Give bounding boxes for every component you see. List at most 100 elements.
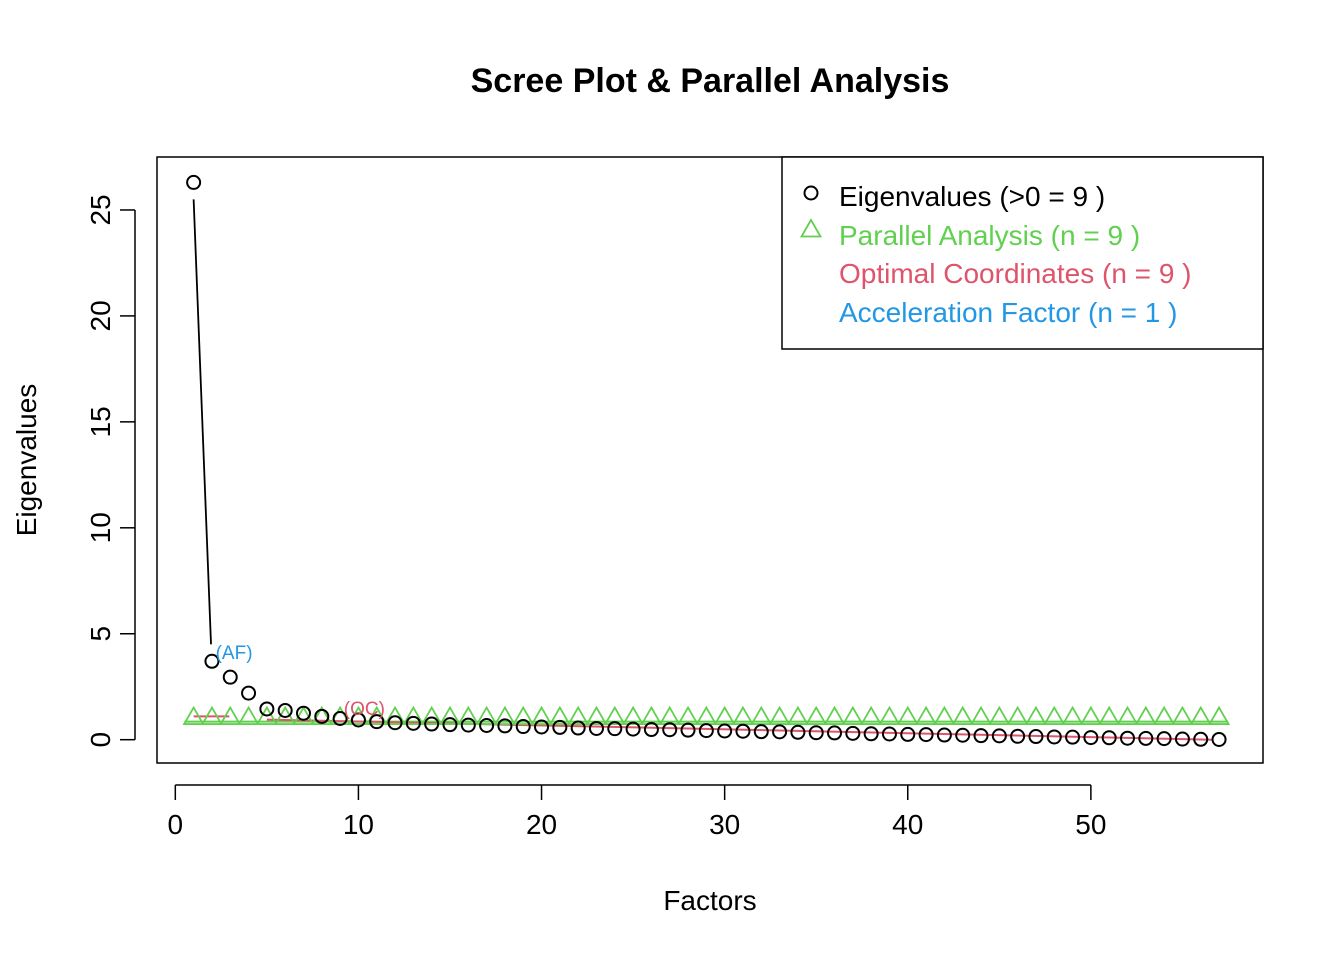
eigenvalue-point-40 (900, 726, 916, 742)
parallel-point-12 (383, 705, 407, 725)
chart-title: Scree Plot & Parallel Analysis (471, 62, 950, 100)
parallel-point-19 (512, 705, 535, 725)
parallel-point-24 (603, 705, 626, 725)
x-tick-label-50: 50 (1075, 809, 1106, 840)
eigenvalue-point-56 (1193, 731, 1209, 747)
parallel-point-16 (457, 705, 480, 725)
parallel-point-44 (969, 705, 993, 725)
parallel-point-53 (1134, 705, 1157, 725)
plot-frame (156, 156, 1264, 764)
parallel-point-4 (237, 705, 260, 725)
parallel-point-21 (548, 705, 571, 725)
parallel-point-52 (1116, 705, 1139, 725)
eigenvalue-point-4 (241, 685, 257, 701)
eigenvalue-point-35 (808, 725, 824, 741)
parallel-point-14 (420, 705, 443, 725)
legend-box (781, 156, 1264, 350)
eigenvalue-point-55 (1174, 731, 1190, 747)
legend-label-parallel: Parallel Analysis (n = 9 ) (839, 220, 1140, 251)
parallel-point-34 (786, 705, 809, 725)
eigenvalue-point-28 (680, 722, 696, 738)
parallel-point-22 (567, 705, 590, 725)
x-tick-label-10: 10 (343, 809, 374, 840)
eigenvalue-point-2 (204, 653, 220, 669)
parallel-point-40 (896, 705, 919, 725)
parallel-point-32 (750, 705, 773, 725)
parallel-point-8 (310, 705, 333, 725)
x-tick-label-20: 20 (526, 809, 557, 840)
parallel-point-56 (1189, 705, 1212, 725)
legend-label-eigen: Eigenvalues (>0 = 9 ) (839, 181, 1105, 212)
eigenvalue-point-52 (1119, 730, 1135, 746)
parallel-point-47 (1024, 705, 1047, 725)
parallel-point-17 (475, 705, 498, 725)
legend-label-optimal: Optimal Coordinates (n = 9 ) (839, 258, 1192, 289)
eigenvalue-point-19 (515, 719, 531, 735)
eigenvalue-point-3 (222, 669, 238, 685)
parallel-point-38 (860, 705, 883, 725)
eigenvalue-point-7 (295, 705, 311, 721)
eigenvalue-point-21 (552, 719, 568, 735)
legend-marker-parallel (799, 218, 823, 238)
eigenvalue-point-1 (186, 174, 202, 190)
parallel-point-45 (988, 705, 1011, 725)
eigenvalue-point-23 (588, 720, 604, 736)
eigenvalue-point-22 (570, 720, 586, 736)
annotation-2: (OC) (344, 699, 385, 720)
y-tick-label-15: 15 (85, 406, 116, 437)
eigenvalue-point-6 (277, 702, 293, 718)
eigenvalue-point-54 (1156, 731, 1172, 747)
eigenvalue-point-49 (1065, 729, 1081, 745)
eigenvalue-point-14 (424, 716, 440, 732)
eigenvalue-point-46 (1010, 728, 1026, 744)
parallel-point-49 (1061, 705, 1084, 725)
parallel-point-15 (438, 705, 462, 725)
parallel-point-39 (878, 705, 901, 725)
y-tick-label-25: 25 (85, 194, 116, 225)
x-axis: 0 10 20 30 40 50 (168, 784, 1106, 840)
parallel-point-43 (951, 705, 974, 725)
eigenvalue-point-38 (863, 726, 879, 742)
parallel-point-11 (365, 705, 388, 725)
legend-marker-eigen (803, 185, 819, 201)
eigenvalue-point-47 (1028, 729, 1044, 745)
y-tick-label-10: 10 (85, 512, 116, 543)
eigenvalue-point-48 (1046, 729, 1062, 745)
y-axis: 0 5 10 15 20 25 (85, 194, 136, 747)
eigenvalue-point-29 (698, 723, 714, 739)
x-axis-label: Factors (663, 885, 756, 916)
plot-marks: (AF) (OC) (182, 174, 1231, 747)
annotation-1: (AF) (216, 643, 253, 664)
parallel-point-26 (640, 705, 663, 725)
parallel-point-18 (493, 705, 516, 725)
parallel-point-57 (1207, 705, 1231, 725)
parallel-point-46 (1006, 705, 1029, 725)
parallel-point-33 (768, 705, 791, 725)
eigenvalue-point-16 (460, 717, 476, 733)
eigenvalue-point-43 (955, 727, 971, 743)
parallel-point-20 (530, 705, 553, 725)
eigenvalue-point-12 (387, 715, 403, 731)
x-tick-label-40: 40 (892, 809, 923, 840)
eigenvalue-point-9 (332, 711, 348, 727)
eigenvalue-point-24 (607, 721, 623, 737)
eigenvalue-segment (192, 199, 212, 645)
y-axis-label: Eigenvalues (11, 384, 42, 537)
y-tick-label-5: 5 (85, 626, 116, 642)
eigenvalue-point-26 (643, 722, 659, 738)
eigenvalue-point-27 (662, 722, 678, 738)
eigenvalue-point-53 (1138, 730, 1154, 746)
eigenvalue-point-39 (881, 726, 897, 742)
eigenvalue-point-20 (534, 719, 550, 735)
parallel-point-35 (805, 705, 828, 725)
legend-label-accel: Acceleration Factor (n = 1 ) (839, 297, 1177, 328)
eigenvalue-point-51 (1101, 730, 1117, 746)
y-tick-label-20: 20 (85, 300, 116, 331)
x-tick-label-30: 30 (709, 809, 740, 840)
eigenvalue-point-25 (625, 721, 641, 737)
eigenvalue-point-15 (442, 717, 458, 733)
parallel-point-55 (1171, 705, 1194, 725)
parallel-point-23 (585, 705, 608, 725)
eigenvalue-point-17 (479, 717, 495, 733)
